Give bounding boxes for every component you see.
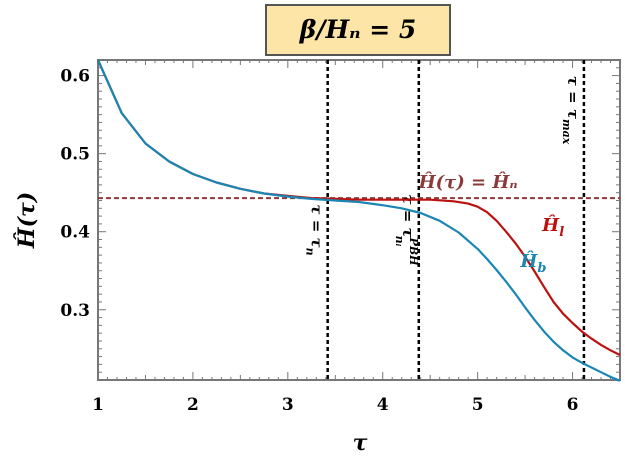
y-tick-label: 0.6 <box>60 67 90 87</box>
x-tick-label: 2 <box>187 395 199 415</box>
y-axis-title: Ĥ(τ) <box>13 192 40 249</box>
vertical-lines: τ = τn τ = τPBHnᵢ τ = τmax <box>304 60 586 380</box>
y-tick-label: 0.4 <box>60 223 90 243</box>
vline-label: τ = τn <box>304 204 326 255</box>
vline-label: τ = τPBHnᵢ <box>393 194 420 266</box>
vline-label: τ = τmax <box>560 76 582 145</box>
tick-labels: 1 2 3 4 5 6 0.3 0.4 0.5 0.6 <box>60 67 578 415</box>
vline-label-text: τ = τPBHnᵢ <box>393 194 420 266</box>
series-line-Ĥb <box>96 59 621 382</box>
x-tick-label: 4 <box>377 395 389 415</box>
y-tick-label: 0.3 <box>60 301 90 321</box>
reference-line-label: Ĥ(τ) = Ĥₙ <box>418 170 518 193</box>
x-tick-label: 6 <box>567 395 579 415</box>
x-tick-label: 5 <box>472 395 484 415</box>
reference-line-group: Ĥ(τ) = Ĥₙ <box>98 170 620 200</box>
chart-title: β/Hₙ = 5 <box>299 15 417 44</box>
series-labels: Ĥl Ĥb <box>519 213 564 276</box>
series-label-b: Ĥb <box>519 249 546 276</box>
vline-label-text: τ = τmax <box>560 76 582 145</box>
series-line-Ĥl <box>96 59 621 356</box>
vline-label-text: τ = τn <box>304 204 326 255</box>
series-label-l: Ĥl <box>541 213 564 240</box>
title-box: β/Hₙ = 5 <box>265 4 451 56</box>
x-tick-label: 3 <box>282 395 294 415</box>
plot-frame <box>97 59 621 381</box>
y-tick-label: 0.5 <box>60 145 90 165</box>
series-lines <box>96 59 621 382</box>
x-axis-title: τ <box>353 430 368 456</box>
x-tick-label: 1 <box>92 395 104 415</box>
